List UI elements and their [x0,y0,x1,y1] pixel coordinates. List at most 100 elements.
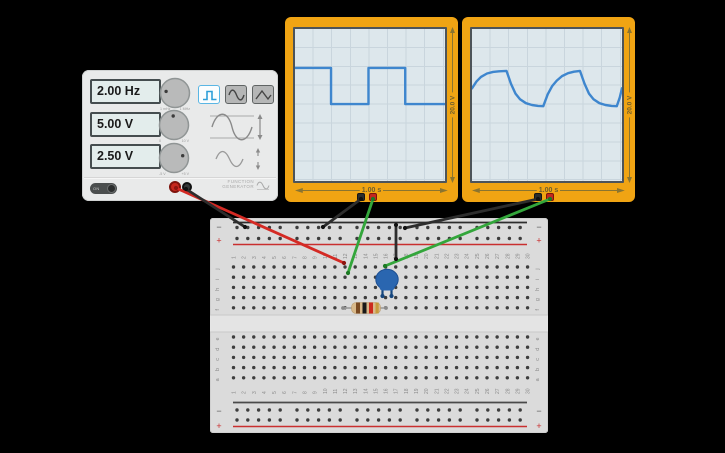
socket-g14[interactable] [363,295,368,300]
socket-h4[interactable] [262,285,266,290]
socket-a28[interactable] [505,376,509,380]
socket-g28[interactable] [505,295,509,300]
socket-f20[interactable] [424,306,428,310]
socket-e29[interactable] [515,335,520,339]
socket-c14[interactable] [363,355,368,360]
bottom-neg-rail-socket[interactable] [426,408,430,412]
socket-i5[interactable] [272,275,276,279]
socket-a23[interactable] [454,376,459,380]
socket-b30[interactable] [525,365,530,370]
sine-wave-button[interactable] [225,85,247,104]
wire-scope1-black-to-neg-rail[interactable] [320,196,364,230]
bottom-pos-rail-socket[interactable] [486,418,490,422]
socket-g10[interactable] [323,295,327,300]
socket-i29[interactable] [515,275,520,279]
top-neg-rail-socket[interactable] [398,225,402,230]
socket-d1[interactable] [231,345,236,349]
socket-c10[interactable] [323,355,327,360]
socket-h1[interactable] [231,285,236,290]
top-neg-rail-socket[interactable] [518,225,522,230]
socket-g2[interactable] [241,295,246,300]
bottom-pos-rail-socket[interactable] [436,418,441,422]
socket-j19[interactable] [414,265,418,269]
socket-c18[interactable] [404,355,408,360]
socket-f28[interactable] [505,306,509,310]
socket-i24[interactable] [465,275,469,279]
socket-h26[interactable] [485,285,489,290]
socket-j24[interactable] [465,265,469,269]
socket-a18[interactable] [404,376,408,380]
socket-g30[interactable] [525,295,530,300]
bottom-pos-rail-socket[interactable] [278,418,282,422]
socket-c2[interactable] [241,355,246,360]
bottom-neg-rail-socket[interactable] [256,408,261,412]
socket-g1[interactable] [231,295,236,300]
socket-c4[interactable] [262,355,266,360]
socket-i23[interactable] [454,275,459,279]
socket-b10[interactable] [323,365,327,370]
socket-b11[interactable] [333,365,337,370]
socket-d4[interactable] [262,345,266,349]
socket-d30[interactable] [525,345,530,349]
top-pos-rail-socket[interactable] [398,236,402,241]
power-toggle[interactable]: ON [90,183,117,194]
socket-e6[interactable] [282,335,286,339]
top-neg-rail-socket[interactable] [355,225,359,230]
top-pos-rail-socket[interactable] [278,236,282,241]
socket-j18[interactable] [404,265,408,269]
socket-i11[interactable] [333,275,337,279]
bottom-neg-rail-socket[interactable] [366,408,370,412]
socket-d25[interactable] [475,345,479,349]
socket-e10[interactable] [323,335,327,339]
bottom-pos-rail-socket[interactable] [355,418,359,422]
wire-segment[interactable] [184,187,247,229]
socket-a7[interactable] [292,376,297,380]
top-neg-rail-socket[interactable] [496,225,501,230]
socket-f5[interactable] [272,306,276,310]
socket-e24[interactable] [465,335,469,339]
socket-c21[interactable] [434,355,438,360]
socket-i26[interactable] [485,275,489,279]
bottom-neg-rail-socket[interactable] [246,408,250,412]
socket-g25[interactable] [475,295,479,300]
socket-g22[interactable] [444,295,449,300]
top-neg-rail-socket[interactable] [458,225,462,230]
top-neg-rail-socket[interactable] [338,225,342,230]
socket-a8[interactable] [302,376,307,380]
wire-end[interactable] [242,224,248,230]
socket-a17[interactable] [394,376,398,380]
socket-b24[interactable] [465,365,469,370]
socket-d27[interactable] [495,345,499,349]
socket-f30[interactable] [525,306,530,310]
top-pos-rail-socket[interactable] [256,236,261,241]
bottom-pos-rail-socket[interactable] [447,418,452,422]
socket-e1[interactable] [231,335,236,339]
socket-g23[interactable] [454,295,459,300]
wire-neg-rail-to-cap-black[interactable] [393,222,399,262]
bottom-neg-rail-socket[interactable] [387,408,392,412]
socket-e7[interactable] [292,335,297,339]
top-pos-rail-socket[interactable] [496,236,501,241]
socket-c1[interactable] [231,355,236,360]
socket-a22[interactable] [444,376,449,380]
socket-f19[interactable] [414,306,418,310]
socket-f11[interactable] [333,306,337,310]
socket-d16[interactable] [383,345,388,349]
socket-i19[interactable] [414,275,418,279]
wire-segment[interactable] [321,197,363,229]
socket-f9[interactable] [312,306,317,310]
bottom-pos-rail-socket[interactable] [306,418,310,422]
socket-c3[interactable] [252,355,256,360]
socket-d26[interactable] [485,345,489,349]
socket-f10[interactable] [323,306,327,310]
top-neg-rail-socket[interactable] [235,225,239,230]
socket-g27[interactable] [495,295,499,300]
socket-d17[interactable] [394,345,398,349]
bottom-pos-rail-socket[interactable] [327,418,332,422]
top-neg-rail-socket[interactable] [507,225,512,230]
top-neg-rail-socket[interactable] [295,225,299,230]
socket-b20[interactable] [424,365,428,370]
socket-c7[interactable] [292,355,297,360]
socket-a21[interactable] [434,376,438,380]
socket-e26[interactable] [485,335,489,339]
